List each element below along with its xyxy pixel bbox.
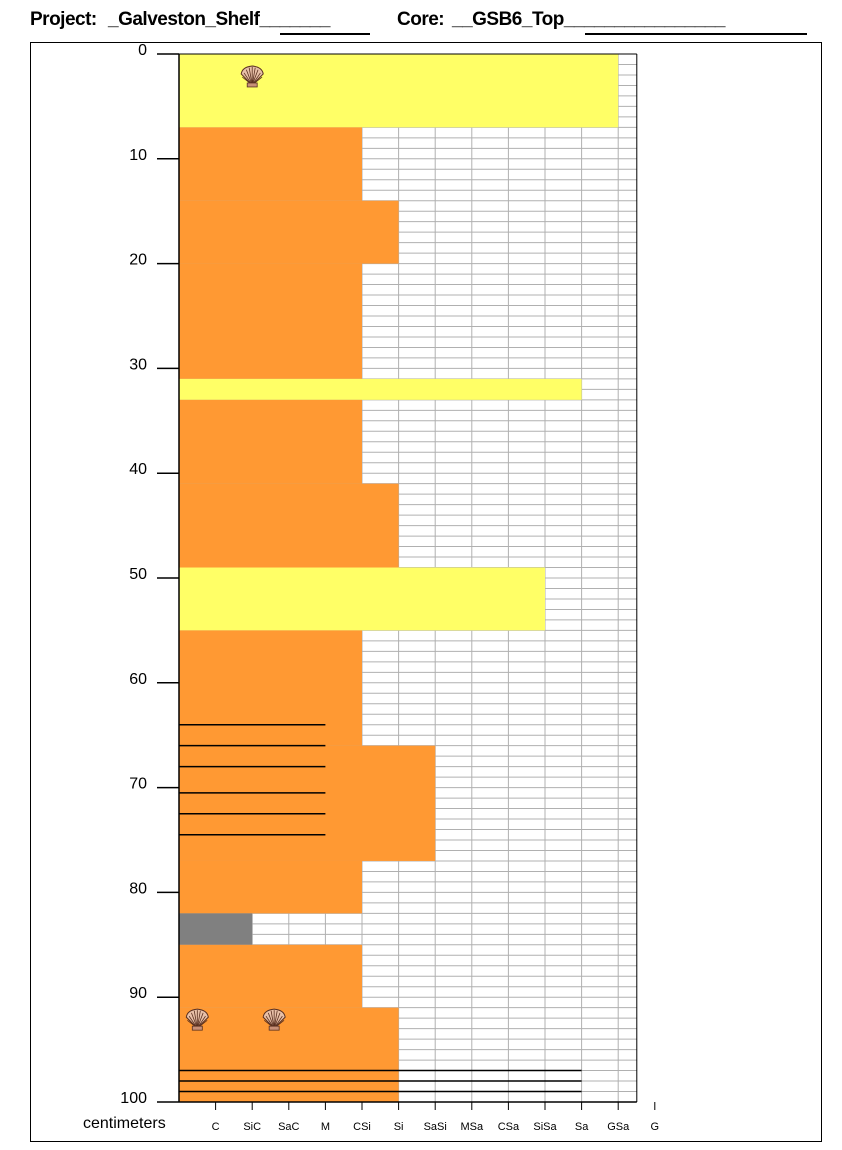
grain-label-GSa: GSa bbox=[607, 1121, 630, 1133]
grain-label-G: G bbox=[651, 1121, 660, 1133]
grain-label-SiC: SiC bbox=[243, 1121, 261, 1133]
scallop-shell-icon bbox=[262, 1008, 286, 1031]
core-name: __GSB6_Top________________ bbox=[452, 9, 725, 30]
layer-sand-31-33 bbox=[179, 378, 582, 400]
units-label: centimeters bbox=[83, 1115, 166, 1132]
grain-label-MSa: MSa bbox=[460, 1121, 484, 1133]
scallop-shell-icon bbox=[185, 1008, 209, 1031]
layer-mud-14-20 bbox=[179, 200, 399, 264]
project-name: _Galveston_Shelf_______ bbox=[108, 9, 330, 30]
depth-tick-label-60: 60 bbox=[129, 671, 147, 688]
grain-label-Si: Si bbox=[394, 1121, 404, 1133]
layer-sand-49-55 bbox=[179, 567, 545, 631]
depth-tick-label-100: 100 bbox=[120, 1090, 147, 1107]
layer-mud-41-49 bbox=[179, 483, 399, 568]
depth-tick-label-30: 30 bbox=[129, 356, 147, 373]
depth-tick-label-70: 70 bbox=[129, 776, 147, 793]
grain-label-M: M bbox=[321, 1121, 330, 1133]
grain-label-C: C bbox=[212, 1121, 220, 1133]
grain-label-SiSa: SiSa bbox=[533, 1121, 557, 1133]
layer-gap-82-85 bbox=[179, 913, 253, 945]
layer-mud-33-41 bbox=[179, 399, 362, 484]
layer-mud-7-14 bbox=[179, 127, 362, 201]
core-underline bbox=[585, 33, 807, 35]
grain-label-Sa: Sa bbox=[575, 1121, 589, 1133]
depth-tick-label-20: 20 bbox=[129, 252, 147, 269]
layer-mud-85-91 bbox=[179, 944, 362, 1008]
layer-mud-77-82 bbox=[179, 860, 362, 914]
core-label: Core: bbox=[397, 9, 445, 30]
layer-mud-91-100 bbox=[179, 1007, 399, 1102]
depth-tick-label-40: 40 bbox=[129, 461, 147, 478]
layer-sand-0-7 bbox=[179, 54, 619, 128]
project-underline bbox=[280, 33, 370, 35]
header: Project: _Galveston_Shelf_______ Core: _… bbox=[0, 9, 842, 37]
grain-label-CSi: CSi bbox=[353, 1121, 371, 1133]
depth-tick-label-90: 90 bbox=[129, 985, 147, 1002]
grain-label-SaSi: SaSi bbox=[424, 1121, 447, 1133]
grain-label-SaC: SaC bbox=[278, 1121, 299, 1133]
project-label: Project: bbox=[30, 9, 97, 30]
grain-label-CSa: CSa bbox=[498, 1121, 520, 1133]
depth-tick-label-50: 50 bbox=[129, 566, 147, 583]
layer-mud-55-66 bbox=[179, 630, 362, 746]
scallop-shell-icon bbox=[240, 65, 264, 88]
depth-tick-label-80: 80 bbox=[129, 880, 147, 897]
layer-mud-66-77 bbox=[179, 745, 436, 861]
depth-tick-label-0: 0 bbox=[138, 43, 147, 59]
depth-tick-label-10: 10 bbox=[129, 147, 147, 164]
core-log-figure: 0 10 20 30 40 50 60 70 80 90 100 C SiC SaC M CSi Si SaSi M… bbox=[30, 42, 822, 1142]
layer-mud-20-31 bbox=[179, 263, 362, 379]
